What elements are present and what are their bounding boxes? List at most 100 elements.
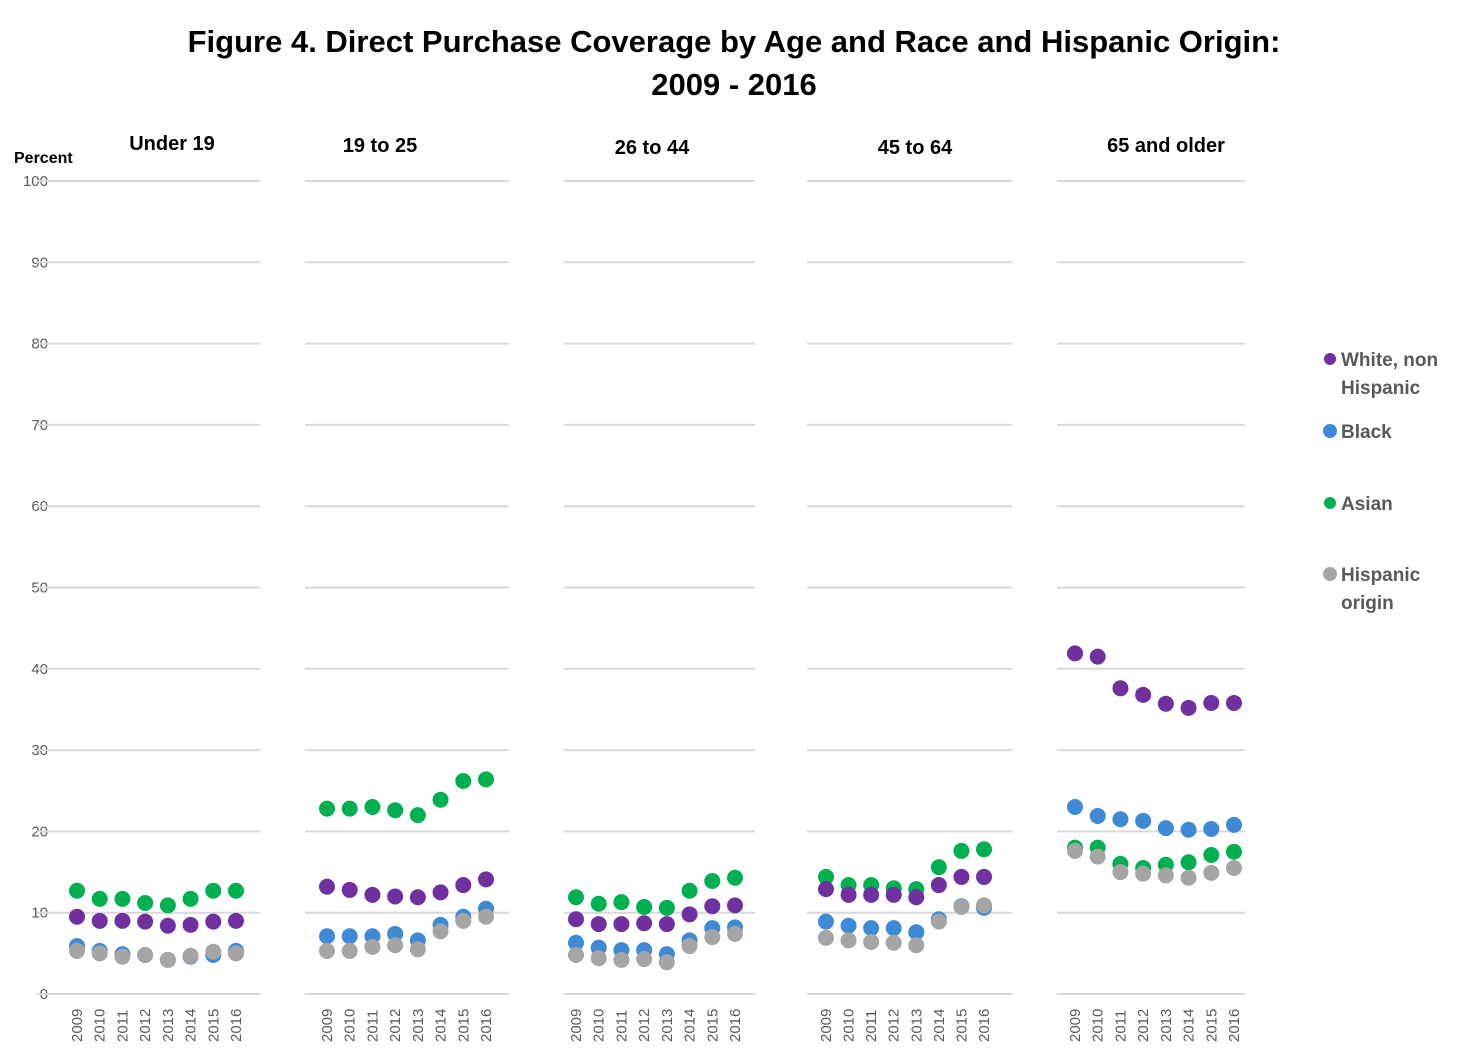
point-white — [613, 916, 630, 933]
chart-title-line-2: 2009 - 2016 — [651, 67, 816, 102]
point-hispanic — [976, 897, 992, 914]
point-white — [137, 913, 154, 930]
panel-title: 45 to 64 — [878, 137, 953, 159]
legend-item-black: Black — [1323, 422, 1392, 443]
legend-label: Black — [1341, 422, 1392, 443]
point-white — [930, 877, 947, 894]
x-tick-label: 2011 — [114, 1010, 131, 1042]
point-hispanic — [840, 932, 857, 949]
x-tick-label: 2016 — [478, 1009, 495, 1042]
point-asian — [69, 882, 85, 899]
point-black — [568, 934, 584, 951]
x-tick-label: 2012 — [1135, 1009, 1152, 1042]
x-tick-label: 2012 — [886, 1009, 903, 1042]
point-hispanic — [1089, 848, 1106, 865]
point-hispanic — [182, 947, 199, 964]
x-tick-label: 2015 — [953, 1009, 970, 1042]
point-hispanic — [953, 899, 970, 916]
x-tick-label: 2010 — [591, 1009, 608, 1042]
panel-26-to-44: 26 to 44 2009 2010 2011 2012 2013 2014 2015 2016 — [564, 137, 755, 1042]
point-asian — [228, 882, 244, 899]
point-hispanic — [636, 951, 653, 968]
point-asian — [930, 859, 947, 876]
chart-title: Figure 4. Direct Purchase Coverage by Ag… — [188, 24, 1281, 102]
legend: White, non Hispanic Black Asian Hispanic orig… — [1323, 350, 1438, 614]
point-asian — [1226, 843, 1242, 860]
x-tick-label: 2013 — [1158, 1009, 1175, 1042]
panel-45-to-64: 45 to 64 2009 2010 2011 2012 2013 2014 2015 2016 — [807, 137, 1012, 1042]
panels: Under 19 2009 2010 2011 2012 2013 2014 2015 2016… — [37, 133, 1245, 1042]
point-black — [908, 924, 925, 941]
x-tick-label: 2013 — [160, 1009, 177, 1042]
point-asian — [1203, 846, 1220, 863]
point-asian — [613, 894, 630, 911]
x-tick-label: 2010 — [1090, 1009, 1107, 1042]
x-tick-label: 2009 — [568, 1009, 585, 1042]
point-hispanic — [863, 933, 880, 950]
point-hispanic — [908, 937, 925, 954]
point-asian — [1180, 854, 1197, 871]
point-black — [1180, 821, 1197, 838]
point-white — [91, 912, 108, 929]
x-tick-label: 2011 — [613, 1010, 630, 1042]
point-white — [1112, 680, 1129, 697]
y-axis-label: Percent — [14, 150, 73, 167]
x-tick-label: 2014 — [183, 1009, 200, 1042]
point-white — [658, 916, 675, 933]
x-tick-label: 2016 — [976, 1009, 993, 1042]
point-hispanic — [1157, 867, 1174, 884]
point-black — [341, 928, 358, 945]
point-white — [976, 868, 992, 885]
point-asian — [568, 889, 584, 906]
panel-under-19: Under 19 2009 2010 2011 2012 2013 2014 2015 2016 — [37, 133, 260, 1042]
x-tick-label: 2009 — [818, 1009, 835, 1042]
point-hispanic — [1135, 865, 1152, 882]
point-hispanic — [91, 945, 108, 962]
point-black — [1135, 812, 1152, 829]
x-tick-label: 2010 — [92, 1009, 109, 1042]
point-white — [568, 911, 584, 928]
point-asian — [319, 800, 335, 817]
point-asian — [159, 897, 176, 914]
panel-65-and-older: 65 and older 2009 2010 2011 2012 2013 2014 2015… — [1057, 135, 1245, 1042]
x-tick-label: 2015 — [1203, 1009, 1220, 1042]
point-asian — [137, 894, 154, 911]
point-white — [1089, 648, 1106, 665]
point-hispanic — [1203, 864, 1220, 881]
point-asian — [658, 899, 675, 916]
legend-label: Asian — [1341, 494, 1393, 515]
panel-title: Under 19 — [129, 133, 215, 155]
point-hispanic — [658, 954, 675, 971]
x-tick-label: 2013 — [659, 1009, 676, 1042]
point-hispanic — [1180, 869, 1197, 886]
point-white — [840, 886, 857, 903]
legend-label: White, non — [1341, 350, 1438, 371]
point-white — [1157, 695, 1174, 712]
x-tick-label: 2014 — [433, 1009, 450, 1042]
legend-item-white: White, non Hispanic — [1324, 350, 1438, 399]
point-asian — [704, 872, 721, 889]
point-asian — [341, 800, 358, 817]
point-hispanic — [1226, 859, 1242, 876]
point-white — [432, 884, 449, 901]
point-white — [228, 912, 244, 929]
point-black — [1157, 820, 1174, 837]
point-black — [1067, 799, 1083, 816]
point-asian — [432, 791, 449, 808]
x-tick-label: 2012 — [387, 1009, 404, 1042]
point-hispanic — [159, 951, 176, 968]
point-hispanic — [387, 937, 404, 954]
point-asian — [455, 772, 472, 789]
point-asian — [478, 771, 494, 788]
point-asian — [636, 899, 653, 916]
point-asian — [205, 882, 222, 899]
point-white — [908, 889, 925, 906]
point-hispanic — [341, 942, 358, 959]
x-tick-label: 2011 — [1112, 1010, 1129, 1042]
point-hispanic — [818, 929, 834, 946]
point-asian — [387, 802, 404, 819]
point-hispanic — [613, 951, 630, 968]
point-asian — [409, 807, 426, 824]
point-white — [455, 877, 472, 894]
point-hispanic — [568, 946, 584, 963]
